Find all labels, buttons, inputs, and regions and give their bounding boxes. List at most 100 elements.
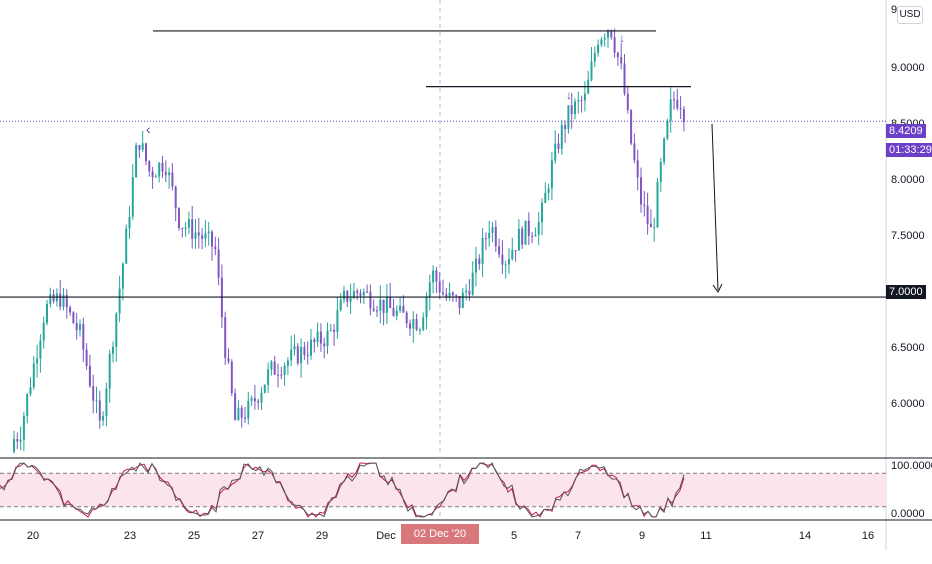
candle-body <box>392 308 395 316</box>
candle-body <box>541 202 543 223</box>
candle-body <box>521 228 524 245</box>
candle-body <box>646 205 649 224</box>
candle-body <box>211 231 213 247</box>
candle-body <box>362 291 365 296</box>
candle-body <box>382 299 385 313</box>
candle-body <box>204 233 207 239</box>
candle-body <box>240 407 243 418</box>
last-price-badge: 8.4209 <box>886 124 926 138</box>
candle-body <box>659 161 662 182</box>
candle-body <box>59 293 62 307</box>
level-price-badge: 7.0000 <box>886 285 926 299</box>
candle-body <box>402 305 405 313</box>
candle-body <box>643 204 646 206</box>
candle-body <box>580 100 583 102</box>
candle-body <box>207 231 210 234</box>
candle-body <box>319 331 322 344</box>
candle-body <box>511 250 514 260</box>
date-label-9: 9 <box>638 530 646 542</box>
candle-body <box>475 258 477 273</box>
candle-body <box>286 360 289 366</box>
candle-body <box>290 349 293 361</box>
candle-body <box>616 52 619 58</box>
candle-body <box>527 220 530 236</box>
candle-body <box>95 400 98 402</box>
horizontal-levels <box>0 30 886 298</box>
rsi-label-100: 100.0000 <box>891 460 932 472</box>
candle-body <box>478 258 481 265</box>
candle-body <box>227 358 230 362</box>
candle-body <box>184 227 187 229</box>
candle-body <box>98 400 101 421</box>
candle-body <box>560 125 563 149</box>
candle-body <box>471 272 474 295</box>
candle-body <box>366 291 369 293</box>
candle-body <box>121 263 124 289</box>
candle-body <box>46 303 48 323</box>
candle-body <box>277 374 279 376</box>
candle-body <box>296 346 299 364</box>
candle-body <box>620 57 623 64</box>
price-label-7-5: 7.5000 <box>891 230 925 242</box>
price-label-8: 8.0000 <box>891 174 925 186</box>
date-label-dec: Dec <box>376 530 396 542</box>
candle-body <box>118 288 121 314</box>
candle-body <box>174 186 177 209</box>
grid-lines <box>0 0 932 550</box>
candle-body <box>607 30 609 38</box>
date-label-23: 23 <box>123 530 137 542</box>
candle-body <box>138 145 141 150</box>
left-chevron-icon: ‹ <box>146 121 151 137</box>
candle-body <box>326 330 329 347</box>
candle-body <box>583 93 586 101</box>
candle-body <box>230 361 233 394</box>
candle-body <box>187 219 190 228</box>
date-label-25: 25 <box>187 530 201 542</box>
date-label-11: 11 <box>700 530 712 542</box>
candle-body <box>336 310 339 333</box>
candle-body <box>372 308 375 311</box>
candle-body <box>69 307 72 313</box>
candle-body <box>412 319 415 329</box>
candle-body <box>267 369 270 385</box>
candle-body <box>623 63 626 94</box>
chart-canvas[interactable] <box>0 0 932 550</box>
candle-body <box>270 361 273 370</box>
candle-body <box>501 254 504 265</box>
candle-body <box>567 105 570 130</box>
candle-body <box>201 235 204 239</box>
candle-body <box>92 386 95 401</box>
candle-body <box>428 282 431 297</box>
projection-arrow <box>711 123 719 291</box>
candle-body <box>352 290 355 299</box>
candle-body <box>19 439 22 442</box>
candle-body <box>112 346 114 354</box>
candle-body <box>128 216 131 229</box>
candle-body <box>197 232 200 236</box>
candle-body <box>244 417 246 419</box>
candle-body <box>468 290 471 295</box>
candle-body <box>488 232 491 239</box>
candle-body <box>217 249 220 278</box>
candle-body <box>310 339 312 356</box>
rsi-panel <box>0 462 886 518</box>
candle-body <box>346 290 349 302</box>
candle-body <box>593 53 596 62</box>
candle-body <box>465 290 468 293</box>
candle-body <box>316 331 319 343</box>
candle-body <box>557 143 560 149</box>
candle-body <box>448 292 451 298</box>
candle-body <box>494 226 497 247</box>
candle-body <box>577 100 580 102</box>
candle-body <box>39 340 42 359</box>
candle-body <box>343 290 345 300</box>
candle-body <box>564 125 567 130</box>
down-arrow-icon-2: ↓ <box>619 31 625 45</box>
candle-body <box>42 322 45 341</box>
currency-button[interactable]: USD <box>897 6 923 24</box>
date-label-27: 27 <box>251 530 265 542</box>
candle-body <box>603 37 606 40</box>
candle-body <box>498 246 501 255</box>
candle-body <box>385 296 388 313</box>
candle-body <box>293 346 296 350</box>
